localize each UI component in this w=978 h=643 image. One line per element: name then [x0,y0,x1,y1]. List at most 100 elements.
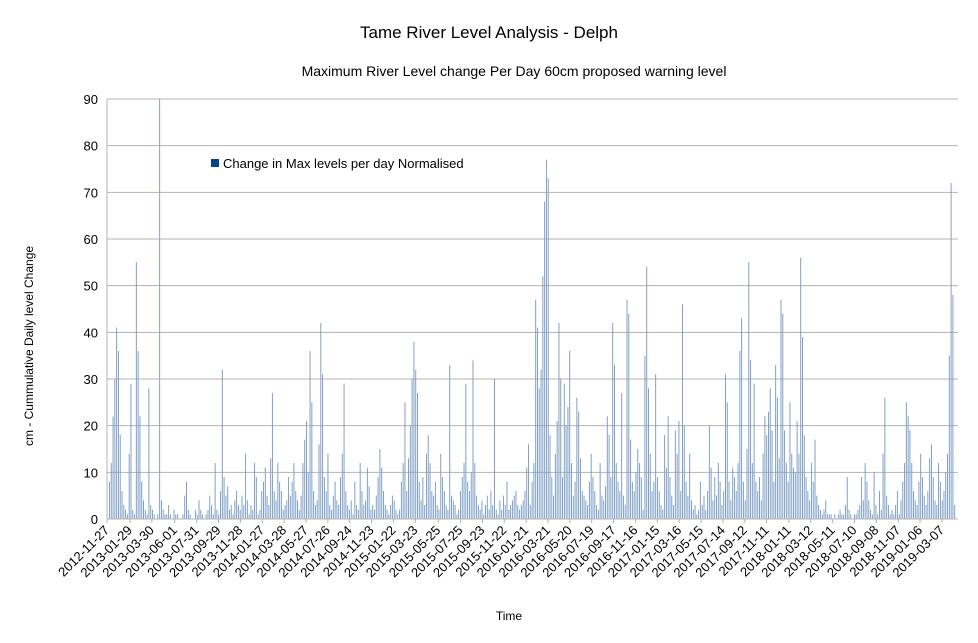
data-bar [223,477,225,519]
data-bar [732,467,734,519]
data-bar [510,505,512,519]
data-bar [560,379,562,519]
data-bar [728,481,730,519]
data-bar [945,472,947,519]
data-bar [855,514,857,519]
data-bar [459,491,461,519]
data-bar [495,509,497,519]
data-bar [936,505,938,519]
data-bar [370,509,372,519]
data-bar [467,481,469,519]
data-bar [186,481,187,519]
data-bar [160,500,162,519]
data-bar [766,435,768,519]
data-bar [830,514,832,519]
data-bar [954,505,956,519]
data-bar [719,481,721,519]
data-bar [128,453,130,519]
data-bar [289,495,291,519]
data-bar [717,463,719,519]
data-bar [660,505,662,519]
data-bar [932,477,934,519]
data-bar [148,388,150,519]
data-bar [295,491,297,519]
data-bar [941,500,943,519]
data-bar [436,505,438,519]
data-bar [730,500,732,519]
data-bar [348,509,350,519]
data-bar [311,402,313,519]
data-bar [678,421,680,519]
data-bar [771,430,773,519]
data-bar [911,463,913,519]
data-bar [418,481,420,519]
data-bar [644,355,646,519]
data-bar [812,481,814,519]
data-bar [159,99,161,519]
data-bar [173,509,175,519]
data-bar [545,159,547,520]
data-bar [782,313,784,519]
data-bar [350,500,352,519]
data-bar [245,453,247,519]
data-bar [930,444,932,519]
data-bar [864,463,866,519]
data-bar [605,486,606,519]
data-bar [375,495,377,519]
data-bar [130,383,132,519]
y-tick-label: 0 [91,512,98,527]
data-bar [413,341,415,519]
data-bar [382,491,384,519]
data-bar [168,505,170,519]
data-bar [388,514,390,519]
data-bar [434,481,436,519]
data-bar [205,514,207,519]
data-bar [571,463,572,519]
data-bar [517,505,519,519]
data-bar [357,509,359,519]
data-bar [619,491,621,519]
data-bar [542,276,544,519]
data-bar [241,495,243,519]
data-bar [381,467,383,519]
data-bar [415,369,417,519]
chart-subtitle: Maximum River Level change Per Day 60cm … [302,63,727,79]
data-bar [712,500,714,519]
data-bar [802,337,803,519]
data-bar [221,369,223,519]
data-bar [304,439,306,519]
data-bar [150,505,152,519]
data-bar [807,491,809,519]
data-bar [887,505,889,519]
data-bar [554,453,556,519]
data-bar [615,463,617,519]
data-bar [445,505,447,519]
data-bar [744,500,746,519]
data-bar [313,491,315,519]
data-bar [810,463,812,519]
data-bar [488,509,490,519]
data-bar [236,491,238,519]
data-bar [316,500,318,519]
data-bar [823,509,825,519]
data-bar [725,374,726,519]
data-bar [624,505,626,519]
data-bar [209,495,211,519]
data-bar [263,481,264,519]
data-bar [662,509,664,519]
data-bar [603,500,605,519]
data-bar [793,467,795,519]
data-bar [280,491,282,519]
data-bar [477,505,479,519]
data-bar [343,383,345,519]
data-bar [574,481,576,519]
data-bar [522,500,524,519]
data-bar [581,491,583,519]
data-bar [882,453,884,519]
legend-label: Change in Max levels per day Normalised [223,156,464,171]
data-bar [483,514,485,519]
data-bar [196,514,198,519]
data-bar [759,477,760,519]
data-bar [696,514,698,519]
data-bar [572,495,574,519]
